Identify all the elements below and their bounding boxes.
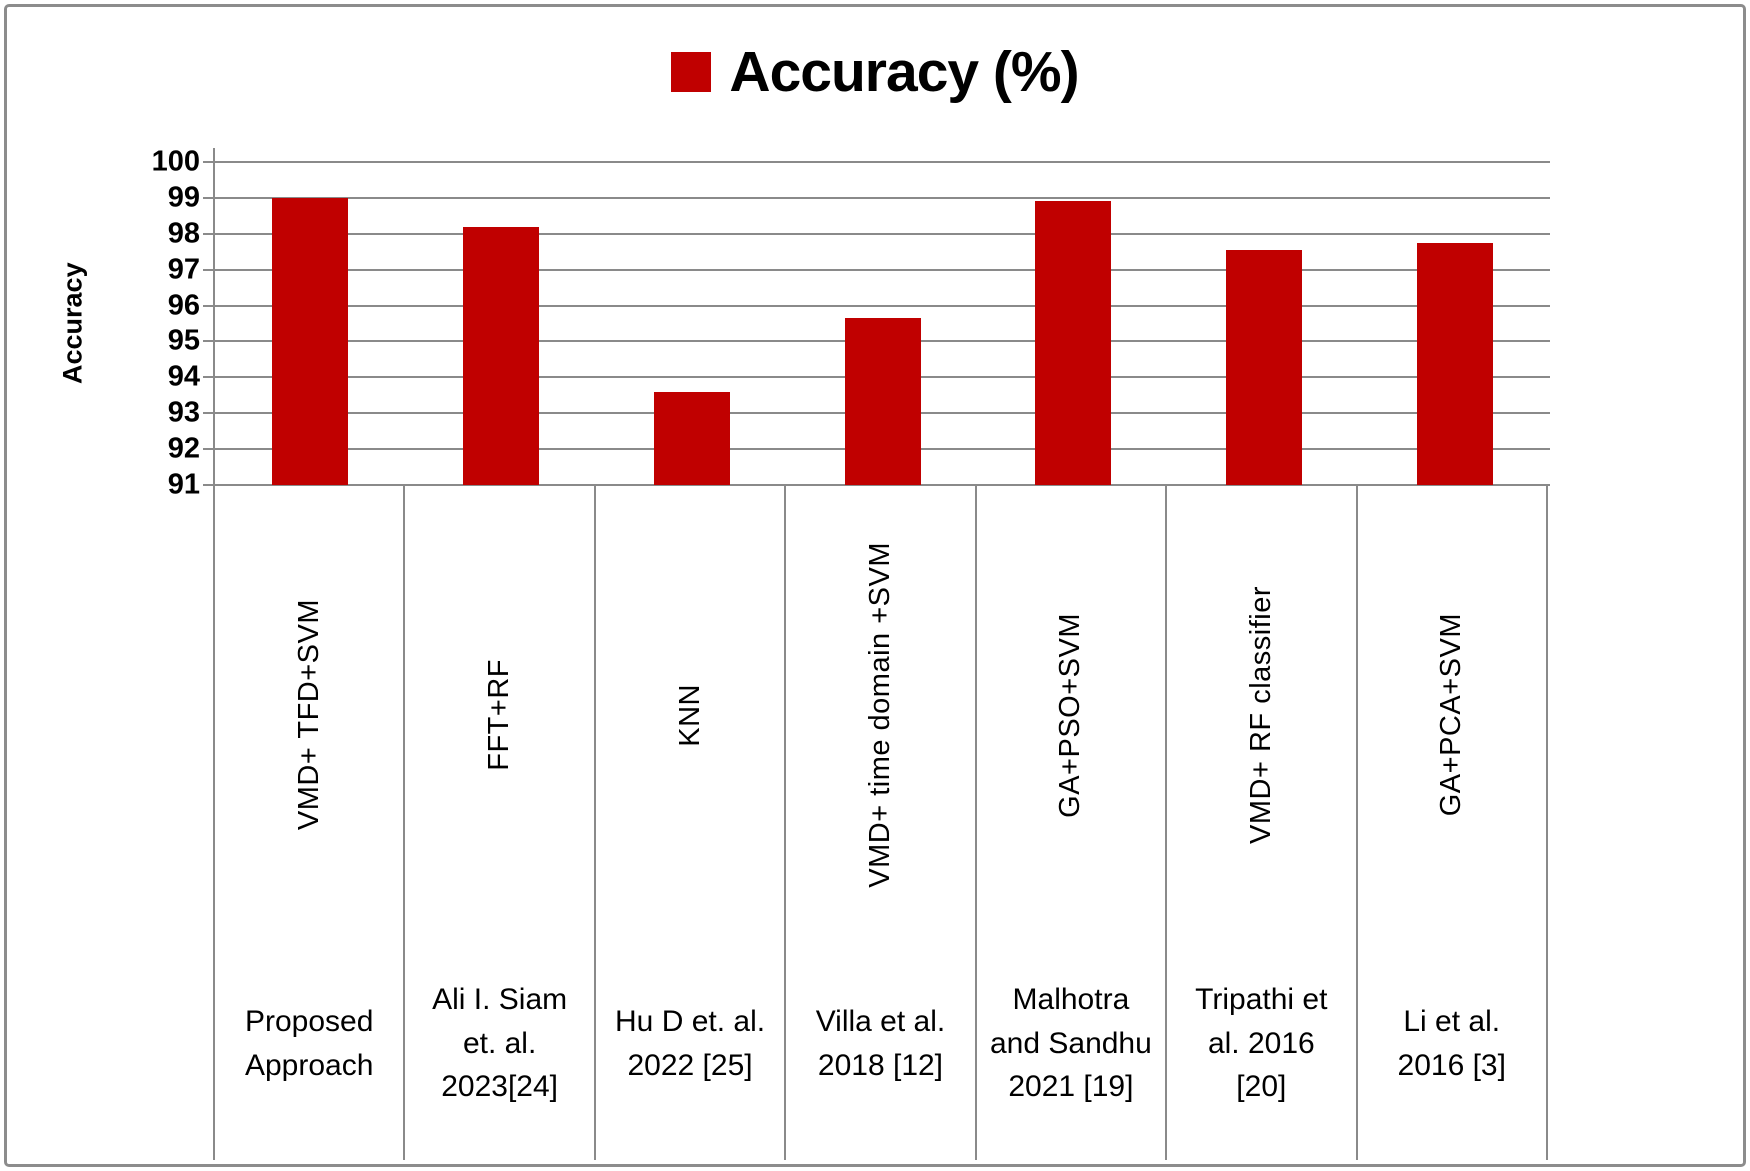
- y-tick-label: 93: [167, 396, 200, 429]
- category-method-area: VMD+ RF classifier: [1167, 485, 1355, 945]
- category-axis: VMD+ TFD+SVM Proposed Approach FFT+RF Ali I.…: [213, 485, 1548, 1160]
- category-method-area: FFT+RF: [405, 485, 593, 945]
- gridline: [215, 161, 1550, 163]
- category-column: GA+PSO+SVM Malhotra and Sandhu 2021 [19]: [977, 485, 1168, 1160]
- bar: [272, 197, 349, 485]
- category-method-label: GA+PCA+SVM: [1435, 613, 1468, 817]
- gridline: [215, 196, 1550, 199]
- bar: [463, 226, 540, 485]
- category-source-line: 2018 [12]: [817, 1048, 944, 1082]
- y-tick-label: 97: [167, 253, 200, 286]
- y-tick-mark: [203, 268, 215, 271]
- category-method-area: KNN: [596, 485, 784, 945]
- category-source-line: Hu D et. al.: [615, 1005, 766, 1038]
- gridline: [215, 232, 1550, 235]
- category-source-line: [20]: [1236, 1070, 1287, 1104]
- category-source-label: Villa et al. 2018 [12]: [786, 945, 974, 1160]
- bar: [844, 318, 921, 485]
- category-source-line: 2022 [25]: [627, 1048, 753, 1082]
- legend-label: Accuracy (%): [729, 40, 1079, 104]
- category-source-label: Li et al. 2016 [3]: [1358, 945, 1546, 1160]
- category-column: KNN Hu D et. al. 2022 [25]: [596, 485, 787, 1160]
- category-source-label: Hu D et. al. 2022 [25]: [596, 945, 784, 1160]
- y-tick-mark: [203, 448, 215, 451]
- gridline: [215, 304, 1550, 307]
- category-source-label: Tripathi et al. 2016 [20]: [1167, 945, 1355, 1160]
- y-tick-label: 96: [167, 289, 200, 322]
- y-axis-title: Accuracy: [57, 262, 88, 385]
- category-method-label: VMD+ TFD+SVM: [292, 599, 325, 831]
- category-column: VMD+ time domain +SVM Villa et al. 2018 [1…: [786, 485, 977, 1160]
- y-tick-mark: [203, 232, 215, 235]
- category-method-area: GA+PCA+SVM: [1358, 485, 1546, 945]
- y-tick-label: 100: [151, 145, 200, 178]
- y-tick-label: 92: [167, 432, 200, 465]
- y-tick-label: 91: [167, 468, 200, 501]
- category-method-label: VMD+ time domain +SVM: [863, 542, 896, 888]
- category-source-label: Ali I. Siam et. al. 2023[24]: [405, 945, 593, 1160]
- category-method-label: VMD+ RF classifier: [1244, 586, 1277, 844]
- category-method-label: GA+PSO+SVM: [1054, 612, 1087, 818]
- category-source-line: 2023[24]: [441, 1070, 559, 1104]
- y-tick-mark: [203, 196, 215, 199]
- category-method-area: VMD+ time domain +SVM: [786, 485, 974, 945]
- y-tick-mark: [203, 484, 215, 486]
- plot-area: [203, 161, 1550, 486]
- category-source-line: 2016 [3]: [1397, 1048, 1506, 1082]
- bar: [1035, 201, 1112, 485]
- category-source-line: Tripathi et: [1195, 983, 1328, 1017]
- y-tick-label: 98: [167, 217, 200, 250]
- bar: [1416, 242, 1493, 485]
- bar: [653, 391, 730, 485]
- category-source-line: Ali I. Siam: [432, 983, 568, 1017]
- category-column: VMD+ TFD+SVM Proposed Approach: [215, 485, 406, 1160]
- bar: [1225, 249, 1302, 485]
- category-column: FFT+RF Ali I. Siam et. al. 2023[24]: [405, 485, 596, 1160]
- category-source-line: Li et al.: [1403, 1005, 1501, 1038]
- y-axis-line: [213, 148, 215, 162]
- category-source-line: et. al.: [462, 1026, 537, 1060]
- category-column: VMD+ RF classifier Tripathi et al. 2016 [20…: [1167, 485, 1358, 1160]
- category-method-label: KNN: [673, 683, 706, 747]
- category-source-line: Approach: [244, 1048, 374, 1082]
- category-method-label: FFT+RF: [483, 659, 516, 771]
- y-tick-label: 94: [167, 360, 200, 393]
- y-tick-mark: [203, 412, 215, 415]
- gridline: [215, 268, 1550, 271]
- chart-legend: Accuracy (%): [0, 40, 1750, 104]
- y-tick-mark: [203, 376, 215, 379]
- gridline: [215, 484, 1550, 486]
- legend-marker-icon: [671, 52, 712, 92]
- category-source-line: 2021 [19]: [1008, 1070, 1134, 1104]
- y-tick-label: 95: [167, 324, 200, 357]
- category-source-label: Malhotra and Sandhu 2021 [19]: [977, 945, 1165, 1160]
- category-method-area: VMD+ TFD+SVM: [215, 485, 403, 945]
- category-source-label: Proposed Approach: [215, 945, 403, 1160]
- category-source-line: Proposed: [244, 1005, 374, 1038]
- category-source-line: Villa et al.: [815, 1005, 946, 1038]
- category-column: GA+PCA+SVM Li et al. 2016 [3]: [1358, 485, 1548, 1160]
- category-source-line: Malhotra: [1012, 983, 1130, 1017]
- y-tick-mark: [203, 340, 215, 343]
- category-source-line: and Sandhu: [989, 1026, 1152, 1060]
- y-tick-mark: [203, 304, 215, 307]
- y-tick-label: 99: [167, 181, 200, 214]
- category-source-line: al. 2016: [1207, 1026, 1315, 1060]
- y-tick-mark: [203, 161, 215, 163]
- category-method-area: GA+PSO+SVM: [977, 485, 1165, 945]
- y-axis-tick-labels: 91 92 93 94 95 96 97 98 99 100: [90, 147, 200, 499]
